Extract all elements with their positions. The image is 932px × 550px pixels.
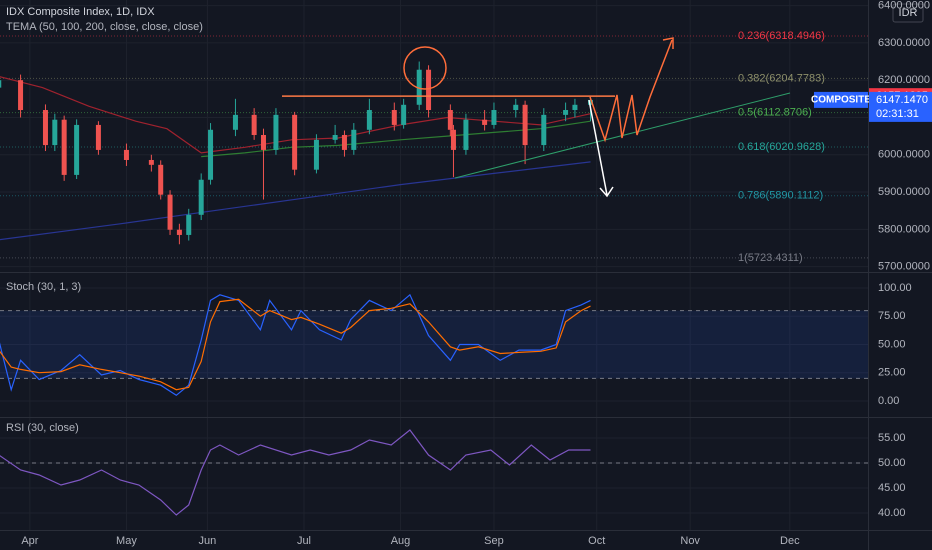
y-tick-label: 55.00 <box>878 432 906 444</box>
candle-body <box>123 149 129 160</box>
symbol-label: COMPOSITE <box>811 95 871 106</box>
candle-body <box>61 119 67 175</box>
level-band <box>0 310 868 379</box>
x-tick-label: Jul <box>297 535 311 547</box>
fib-label: 0.618(6020.9628) <box>738 141 825 153</box>
indicator-title: TEMA (50, 100, 200, close, close, close) <box>6 21 203 33</box>
arrow-head <box>599 186 614 198</box>
candle-body <box>572 104 578 111</box>
candle-body <box>198 179 204 215</box>
candle-body <box>450 129 456 150</box>
candle-body <box>391 110 397 125</box>
plot <box>0 35 868 516</box>
indicator-line <box>0 429 591 516</box>
indicator-title: RSI (30, close) <box>6 422 79 434</box>
x-tick-label: Apr <box>21 535 38 547</box>
candle-body <box>541 114 547 146</box>
y-tick-label: 5900.0000 <box>878 186 930 198</box>
candle-body <box>232 114 238 130</box>
y-tick-label: 6000.0000 <box>878 149 930 161</box>
candle-body <box>463 119 469 150</box>
y-tick-label: 75.00 <box>878 310 906 322</box>
countdown: 02:31:31 <box>876 108 919 120</box>
x-tick-label: Oct <box>588 535 605 547</box>
x-tick-label: Jun <box>199 535 217 547</box>
candle-body <box>351 129 357 150</box>
y-tick-label: 0.00 <box>878 395 899 407</box>
currency[interactable]: IDR <box>899 7 918 19</box>
y-tick-label: 50.00 <box>878 457 906 469</box>
y-tick-label: 6300.0000 <box>878 37 930 49</box>
candle-body <box>401 104 407 125</box>
candle-body <box>522 104 528 146</box>
candle-body <box>426 69 432 111</box>
y-tick-label: 6200.0000 <box>878 74 930 86</box>
x-tick-label: Aug <box>391 535 411 547</box>
candle-body <box>482 119 488 125</box>
x-tick-label: Nov <box>680 535 700 547</box>
arrow-head <box>662 37 674 49</box>
candle-body <box>167 194 173 230</box>
candle-body <box>52 119 58 146</box>
candle-body <box>491 110 497 125</box>
candle-body <box>513 104 519 111</box>
indicator-line <box>0 298 591 391</box>
currency-box[interactable] <box>892 3 924 23</box>
candle-body <box>95 124 101 150</box>
candle-body <box>158 164 164 195</box>
x-tick-label: Dec <box>780 535 800 547</box>
x-tick-label: May <box>116 535 137 547</box>
candle-body <box>273 114 279 150</box>
indicator-line <box>0 161 591 241</box>
last-price: 6147.1470 <box>876 94 928 106</box>
y-tick-label: 100.00 <box>878 282 912 294</box>
fib-label: 1(5723.4311) <box>738 252 803 264</box>
candle-body <box>208 129 214 180</box>
y-tick-label: 6400.0000 <box>878 0 930 12</box>
candle-body <box>186 214 192 235</box>
y-tick-label: 50.00 <box>878 338 906 350</box>
highlight-circle <box>403 46 447 90</box>
y-tick-label: 40.00 <box>878 507 906 519</box>
x-tick-label: Sep <box>484 535 504 547</box>
candle-body <box>292 114 298 170</box>
y-tick-label: 25.00 <box>878 367 906 379</box>
candle-body <box>148 159 154 165</box>
last-price-box <box>869 91 932 122</box>
candle-body <box>416 69 422 105</box>
y-tick-label: 5700.0000 <box>878 261 930 273</box>
projection-down <box>588 99 608 196</box>
candle-body <box>447 110 453 130</box>
fib-label: 0.382(6204.7783) <box>738 72 825 84</box>
candle-body <box>176 229 182 235</box>
indicator-line <box>0 293 591 397</box>
candle-body <box>341 135 347 150</box>
candle-body <box>251 114 257 135</box>
fib-label: 0.5(6112.8706) <box>738 107 812 119</box>
fib-label: 0.786(5890.1112) <box>738 190 823 202</box>
candle-body <box>563 110 569 115</box>
y-tick-label: 45.00 <box>878 482 906 494</box>
candle-body <box>366 110 372 130</box>
candle-body <box>260 135 266 150</box>
projection-up <box>589 39 673 143</box>
chart-title: IDX Composite Index, 1D, IDX <box>6 6 155 18</box>
candle-body <box>74 124 80 175</box>
candle-body <box>332 135 338 140</box>
indicator-title: Stoch (30, 1, 3) <box>6 281 81 293</box>
candle-body <box>588 99 594 105</box>
symbol-box <box>814 91 868 108</box>
fib-label: 0.236(6318.4946) <box>738 30 825 42</box>
candle-body <box>18 80 24 111</box>
candle-body <box>0 80 2 88</box>
candle-body <box>42 110 48 146</box>
y-tick-label: 5800.0000 <box>878 223 930 235</box>
candle-body <box>313 139 319 170</box>
